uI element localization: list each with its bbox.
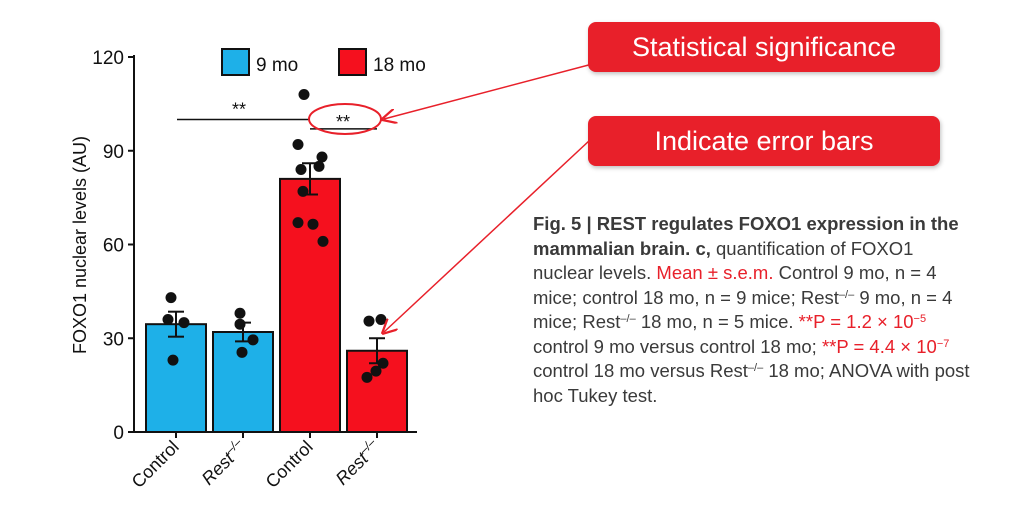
caption-text: 9 mo, n = 4 mice; Rest: [533, 286, 953, 333]
legend-label: 18 mo: [373, 55, 426, 76]
data-point: [298, 89, 310, 100]
data-point: [234, 307, 246, 319]
legend-swatch: [338, 48, 367, 76]
data-point: [377, 357, 389, 369]
data-point: [165, 292, 177, 304]
data-point: [313, 160, 325, 172]
data-point: [297, 185, 309, 197]
caption-sup: –/–: [747, 362, 764, 374]
callout-statistical-significance: Statistical significance: [588, 22, 940, 72]
data-point: [162, 314, 174, 325]
y-tick-label: 30: [103, 329, 124, 350]
x-tick-label: Rest–/–: [330, 435, 384, 489]
caption-sup: –/–: [838, 288, 855, 301]
y-tick-label: 0: [113, 423, 124, 444]
figure-caption: Fig. 5 | REST regulates FOXO1 expression…: [533, 212, 973, 408]
bar: [279, 177, 341, 433]
arrow-to-error-bar: [384, 139, 591, 332]
data-point: [234, 318, 246, 330]
data-point: [236, 346, 248, 358]
y-tick-label: 60: [103, 236, 124, 257]
caption-p1: **P = 1.2 × 10−5: [798, 311, 927, 332]
x-tick-label: Control: [262, 437, 317, 492]
caption-text: control 9 mo versus control 18 mo;: [533, 335, 822, 357]
caption-text: quantification of FOXO1 nuclear levels.: [533, 237, 914, 284]
bar: [145, 323, 207, 433]
data-point: [375, 314, 387, 325]
significance-label: **: [232, 100, 246, 120]
caption-text: Control 9 mo, n = 4 mice; control 18 mo,…: [533, 262, 937, 308]
x-tick-label: Rest–/–: [196, 435, 250, 489]
data-point: [316, 151, 328, 163]
data-point: [292, 139, 304, 150]
legend-swatch: [221, 48, 250, 76]
data-point: [178, 317, 190, 329]
data-point: [370, 365, 382, 377]
data-point: [295, 164, 307, 175]
callout-error-bars: Indicate error bars: [588, 116, 940, 166]
data-point: [317, 235, 329, 247]
x-tick-label: Control: [128, 437, 183, 492]
caption-title: Fig. 5 | REST regulates FOXO1 expression…: [533, 213, 959, 259]
caption-text: 18 mo; ANOVA with post hoc Tukey test.: [533, 360, 970, 406]
caption-text: control 18 mo versus Rest: [533, 360, 748, 381]
caption-sup: –/–: [620, 313, 636, 325]
arrow-to-significance: [384, 61, 601, 119]
significance-label: **: [336, 112, 350, 132]
y-tick-label: 90: [103, 142, 124, 163]
data-point: [167, 354, 179, 366]
data-point: [363, 315, 375, 327]
y-axis-label: FOXO1 nuclear levels (AU): [70, 136, 90, 354]
data-point: [247, 334, 259, 346]
caption-p2: **P = 4.4 × 10−7: [821, 335, 950, 357]
y-tick-label: 120: [92, 48, 124, 69]
caption-mean-sem: Mean ± s.e.m.: [656, 262, 774, 283]
data-point: [307, 218, 319, 230]
caption-text: 18 mo, n = 5 mice.: [635, 311, 799, 332]
legend-label: 9 mo: [256, 55, 298, 76]
bar: [346, 349, 408, 433]
data-point: [292, 217, 304, 229]
data-point: [361, 371, 373, 383]
